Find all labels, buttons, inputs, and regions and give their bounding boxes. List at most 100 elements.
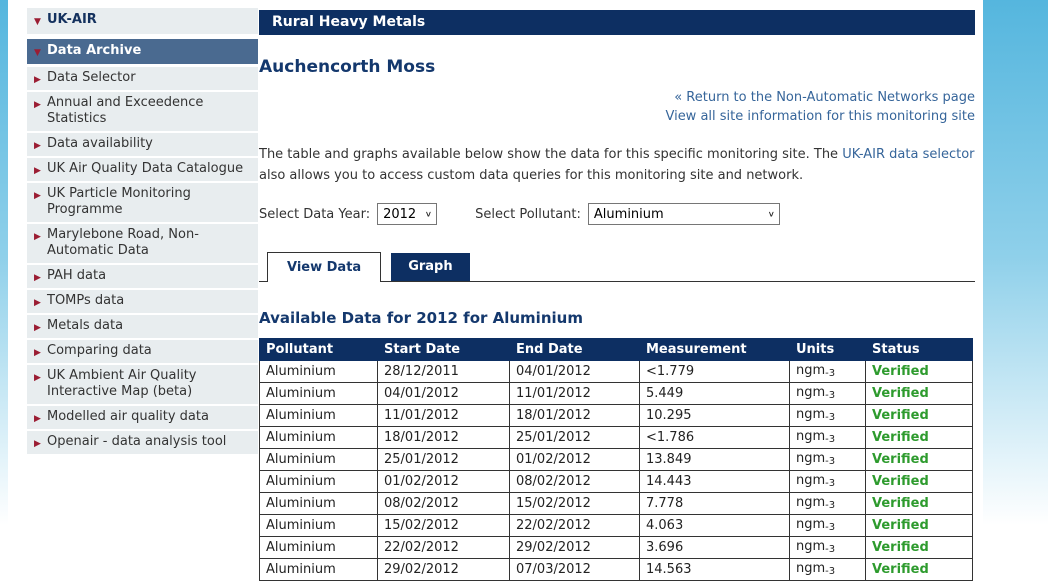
chevron-right-icon: ▶ [34, 373, 41, 383]
chevron-right-icon: ▶ [34, 348, 41, 358]
tab-graph[interactable]: Graph [391, 253, 470, 281]
sidebar-item-openair-data-analysis-tool[interactable]: ▶ Openair - data analysis tool [27, 431, 258, 454]
cell-units: ngm-3 [789, 382, 866, 405]
section-banner: Rural Heavy Metals [259, 10, 975, 35]
pollutant-select[interactable]: Aluminium ∨ [587, 203, 780, 225]
chevron-down-icon: ▼ [34, 48, 41, 58]
sidebar-item-label: Data Selector [47, 70, 136, 85]
cell-measurement: <1.786 [639, 426, 790, 449]
table-row: Aluminium 29/02/2012 07/03/2012 14.563 ngm-3… [259, 558, 973, 581]
sidebar-item-label: Modelled air quality data [47, 409, 209, 424]
right-accent-band [983, 0, 1048, 571]
cell-end: 25/01/2012 [509, 426, 640, 449]
units-base: ngm [796, 561, 826, 576]
sidebar-item-modelled-air-quality-data[interactable]: ▶ Modelled air quality data [27, 406, 258, 429]
units-subscript: -3 [825, 390, 836, 401]
table-row: Aluminium 28/12/2011 04/01/2012 <1.779 ngm-3… [259, 360, 973, 383]
units-base: ngm [796, 363, 826, 378]
cell-status: Verified [865, 360, 973, 383]
cell-pollutant: Aluminium [259, 492, 378, 515]
sidebar-item-label: Marylebone Road, Non-Automatic Data [47, 227, 199, 258]
cell-measurement: 3.696 [639, 536, 790, 559]
cell-status: Verified [865, 448, 973, 471]
cell-start: 04/01/2012 [377, 382, 510, 405]
chevron-right-icon: ▶ [34, 100, 41, 110]
sidebar-item-uk-particle-monitoring-programme[interactable]: ▶ UK Particle Monitoring Programme [27, 183, 258, 222]
sidebar-item-label: Openair - data analysis tool [47, 434, 227, 449]
cell-status: Verified [865, 558, 973, 581]
cell-end: 07/03/2012 [509, 558, 640, 581]
tab-view-data[interactable]: View Data [267, 252, 382, 282]
year-select-value: 2012 [383, 206, 417, 222]
cell-status: Verified [865, 470, 973, 493]
sidebar-item-data-archive[interactable]: ▼ Data Archive [27, 39, 258, 64]
units-subscript: -3 [825, 478, 836, 489]
cell-units: ngm-3 [789, 536, 866, 559]
cell-start: 08/02/2012 [377, 492, 510, 515]
table-row: Aluminium 15/02/2012 22/02/2012 4.063 ngm-3 V… [259, 514, 973, 537]
table-row: Aluminium 08/02/2012 15/02/2012 7.778 ngm-3 V… [259, 492, 973, 515]
chevron-right-icon: ▶ [34, 414, 41, 424]
units-base: ngm [796, 385, 826, 400]
cell-measurement: 14.443 [639, 470, 790, 493]
cell-end: 11/01/2012 [509, 382, 640, 405]
sidebar-item-label: PAH data [47, 268, 107, 283]
sidebar-item-marylebone-road-non-automatic-data[interactable]: ▶ Marylebone Road, Non-Automatic Data [27, 224, 258, 263]
sidebar-item-annual-and-exceedence-statistics[interactable]: ▶ Annual and Exceedence Statistics [27, 92, 258, 131]
sidebar-item-label: Annual and Exceedence Statistics [47, 95, 204, 126]
sidebar-item-comparing-data[interactable]: ▶ Comparing data [27, 340, 258, 363]
year-select[interactable]: 2012 ∨ [377, 203, 438, 225]
table-heading: Available Data for 2012 for Aluminium [259, 309, 583, 327]
cell-end: 22/02/2012 [509, 514, 640, 537]
units-base: ngm [796, 473, 826, 488]
cell-pollutant: Aluminium [259, 558, 378, 581]
units-base: ngm [796, 407, 826, 422]
cell-start: 28/12/2011 [377, 360, 510, 383]
cell-units: ngm-3 [789, 470, 866, 493]
available-data-table: Pollutant Start Date End Date Measurement Un… [259, 338, 973, 581]
cell-units: ngm-3 [789, 558, 866, 581]
chevron-right-icon: ▶ [34, 298, 41, 308]
sidebar-item-data-availability[interactable]: ▶ Data availability [27, 133, 258, 156]
cell-pollutant: Aluminium [259, 536, 378, 559]
cell-pollutant: Aluminium [259, 360, 378, 383]
data-controls: Select Data Year: 2012 ∨ Select Pollutan… [259, 203, 975, 225]
site-information-link[interactable]: View all site information for this monit… [665, 109, 975, 124]
sidebar-item-label: Comparing data [47, 343, 152, 358]
cell-start: 11/01/2012 [377, 404, 510, 427]
cell-start: 25/01/2012 [377, 448, 510, 471]
column-header-end-date: End Date [509, 338, 640, 361]
table-header-row: Pollutant Start Date End Date Measurement Un… [259, 338, 973, 361]
sidebar-item-metals-data[interactable]: ▶ Metals data [27, 315, 258, 338]
cell-status: Verified [865, 426, 973, 449]
units-subscript: -3 [825, 522, 836, 533]
cell-measurement: 5.449 [639, 382, 790, 405]
chevron-right-icon: ▶ [34, 273, 41, 283]
chevron-right-icon: ▶ [34, 75, 41, 85]
data-selector-link[interactable]: UK-AIR data selector [842, 147, 975, 162]
cell-units: ngm-3 [789, 404, 866, 427]
chevron-down-icon: ∨ [424, 209, 433, 219]
cell-status: Verified [865, 404, 973, 427]
sidebar-item-uk-air-quality-data-catalogue[interactable]: ▶ UK Air Quality Data Catalogue [27, 158, 258, 181]
chevron-right-icon: ▶ [34, 191, 41, 201]
cell-measurement: <1.779 [639, 360, 790, 383]
table-row: Aluminium 01/02/2012 08/02/2012 14.443 ngm-3… [259, 470, 973, 493]
cell-status: Verified [865, 492, 973, 515]
cell-units: ngm-3 [789, 360, 866, 383]
units-subscript: -3 [825, 544, 836, 555]
main-content: Rural Heavy Metals Auchencorth Moss « Re… [259, 0, 975, 581]
cell-end: 29/02/2012 [509, 536, 640, 559]
units-subscript: -3 [825, 566, 836, 577]
sidebar-item-uk-ambient-air-quality-interactive-map-beta[interactable]: ▶ UK Ambient Air Quality Interactive Map … [27, 365, 258, 404]
cell-end: 01/02/2012 [509, 448, 640, 471]
sidebar-item-data-selector[interactable]: ▶ Data Selector [27, 67, 258, 90]
sidebar-item-pah-data[interactable]: ▶ PAH data [27, 265, 258, 288]
units-base: ngm [796, 539, 826, 554]
return-to-networks-link[interactable]: « Return to the Non-Automatic Networks p… [674, 90, 975, 105]
cell-status: Verified [865, 536, 973, 559]
sidebar-item-label: UK Particle Monitoring Programme [47, 186, 191, 217]
sidebar-item-tomps-data[interactable]: ▶ TOMPs data [27, 290, 258, 313]
sidebar-item-uk-air[interactable]: ▼ UK-AIR [27, 8, 258, 34]
cell-pollutant: Aluminium [259, 382, 378, 405]
